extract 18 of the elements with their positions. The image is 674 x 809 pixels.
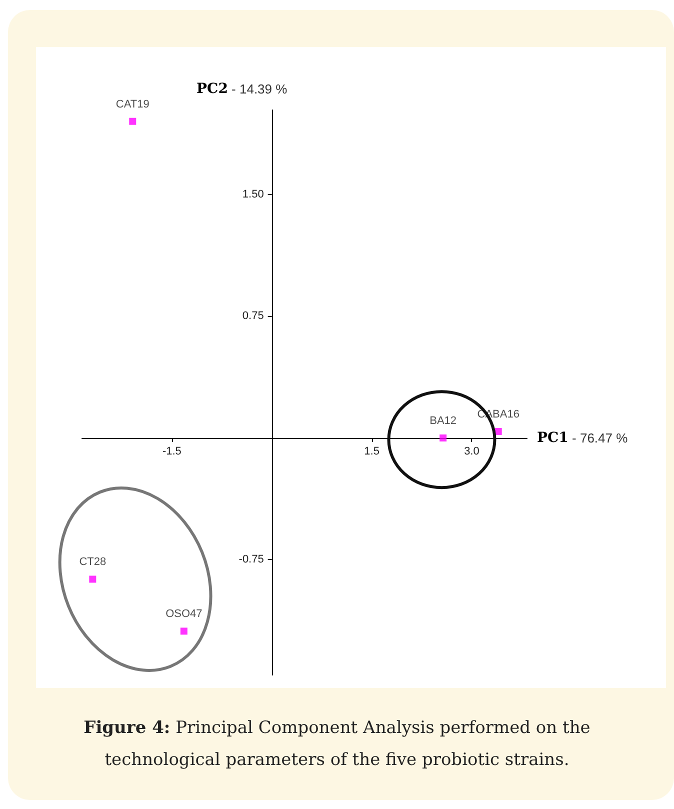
point: [494, 428, 502, 435]
point: [180, 628, 188, 635]
series-label: BA12: [430, 414, 457, 427]
series-label: OSO47: [166, 608, 202, 620]
y-tick-label: 1.50: [242, 188, 264, 200]
x-tick-label: 1.5: [364, 445, 380, 458]
x-axis-title: PC1 - 76.47 %: [537, 430, 628, 446]
y-tick-label: 0.75: [242, 310, 264, 322]
point: [129, 118, 136, 125]
series-label: CT28: [79, 556, 106, 568]
y-tick-label: -0.75: [238, 554, 264, 566]
point: [89, 576, 96, 583]
x-tick-label: 3.0: [464, 445, 480, 458]
caption: Figure 4: Principal Component Analysis performed on the technological parameters of the five probiotic strains.: [82, 717, 592, 772]
y-axis-title: PC2 - 14.39 %: [196, 81, 288, 97]
x-tick-label: -1.5: [162, 445, 182, 458]
series-label: CAT19: [116, 98, 150, 110]
point: [440, 434, 447, 442]
